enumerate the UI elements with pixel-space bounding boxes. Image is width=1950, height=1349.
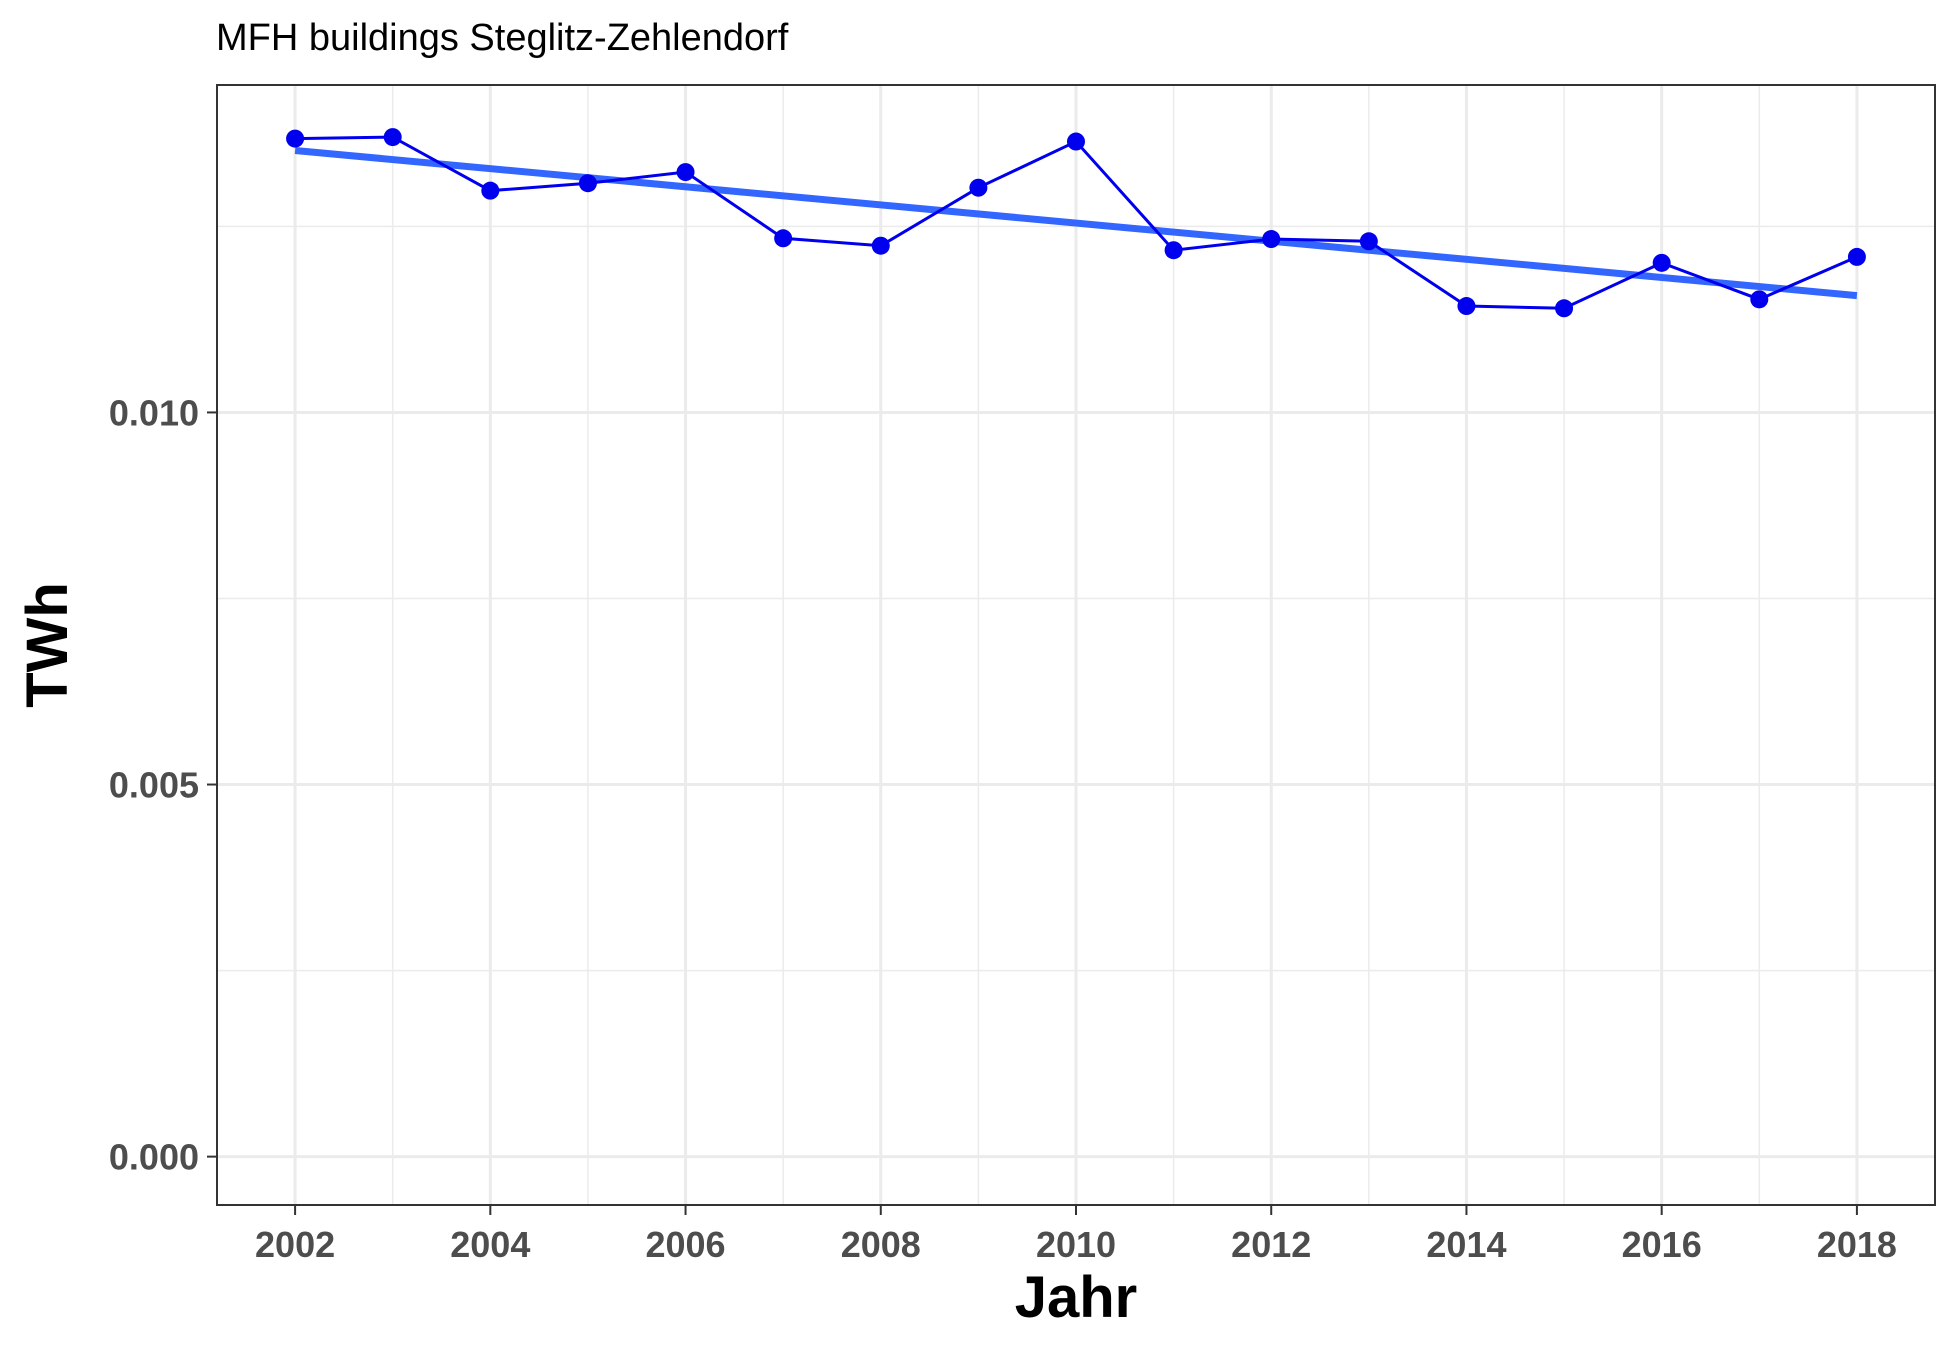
data-point	[286, 129, 305, 148]
y-tick-label: 0.010	[109, 392, 199, 433]
data-point	[1262, 230, 1281, 249]
x-axis: 2002 2004 2006 2008 2010 2012 2014 2016 2018	[255, 1205, 1897, 1265]
x-axis-title: Jahr	[1015, 1265, 1138, 1330]
y-axis: 0.000 0.005 0.010	[109, 392, 217, 1178]
x-tick-label: 2006	[645, 1224, 725, 1265]
trend-line-group	[294, 147, 1858, 300]
y-axis-title: TWh	[15, 582, 80, 708]
data-point	[871, 236, 890, 255]
data-point	[1847, 247, 1866, 266]
data-point	[578, 174, 597, 193]
data-point	[1652, 253, 1671, 272]
data-point	[1555, 299, 1574, 318]
x-tick-label: 2018	[1817, 1224, 1897, 1265]
series-group	[286, 128, 1866, 318]
data-point	[481, 181, 500, 200]
x-tick-label: 2002	[255, 1224, 335, 1265]
x-tick-label: 2014	[1426, 1224, 1506, 1265]
data-point	[676, 163, 695, 182]
data-point	[969, 178, 988, 197]
x-tick-label: 2004	[450, 1224, 530, 1265]
data-point	[1750, 290, 1769, 309]
data-point	[774, 229, 793, 248]
y-tick-label: 0.000	[109, 1137, 199, 1178]
x-tick-label: 2008	[841, 1224, 921, 1265]
x-tick-label: 2012	[1231, 1224, 1311, 1265]
trend-line	[294, 147, 1858, 300]
data-point	[1067, 132, 1085, 151]
grid	[217, 85, 1935, 1205]
data-point	[383, 128, 402, 147]
x-tick-label: 2016	[1622, 1224, 1702, 1265]
data-point	[1457, 297, 1476, 316]
x-tick-label: 2010	[1036, 1224, 1116, 1265]
y-tick-label: 0.005	[109, 765, 199, 806]
chart-title: MFH buildings Steglitz-Zehlendorf	[216, 17, 789, 59]
data-point	[1164, 241, 1183, 260]
data-point	[1359, 232, 1378, 251]
